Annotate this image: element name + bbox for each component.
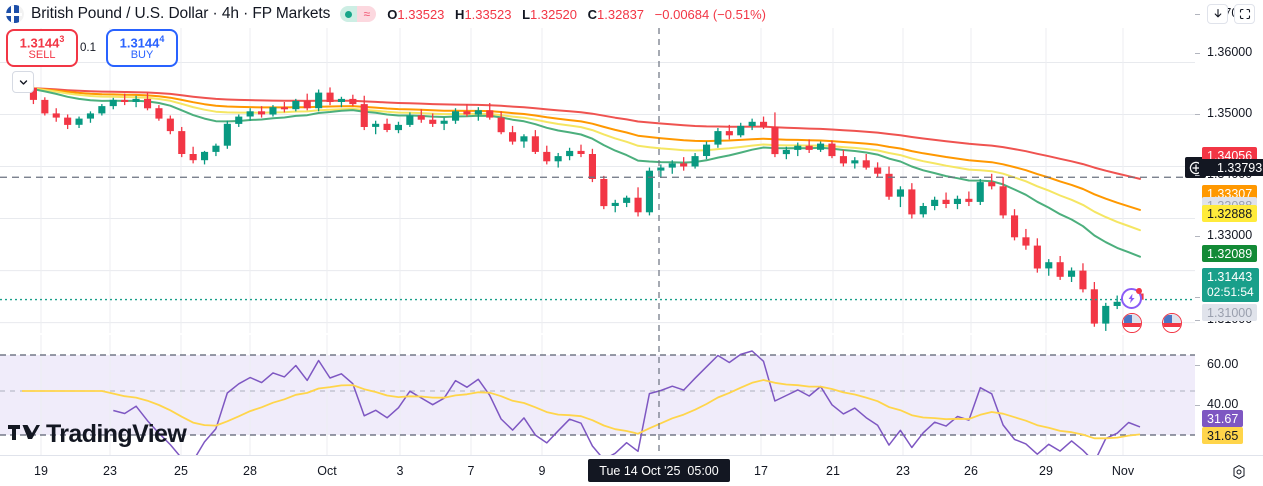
sell-label: SELL [28, 48, 56, 61]
rsi-tick-mark [1195, 405, 1200, 406]
price-tick-label: 1.36000 [1207, 45, 1253, 59]
time-tick-label: Oct [317, 464, 337, 478]
time-tick-label: 29 [1039, 464, 1053, 478]
price-tick-label: 1.35000 [1207, 106, 1253, 120]
ohlc-change-value: −0.00684 (−0.51%) [654, 6, 766, 22]
sell-button[interactable]: 1.31443 SELL [6, 29, 78, 67]
ohlc-close-label: C [587, 6, 598, 22]
crosshair-date: Tue 14 Oct '25 [599, 463, 681, 478]
crosshair-time: 05:00 [687, 463, 719, 478]
ohlc-open-value: 1.33523 [397, 6, 445, 22]
ohlc-low-label: L [522, 6, 531, 22]
buy-price-sup: 4 [159, 33, 165, 44]
header-actions [1207, 4, 1255, 24]
time-tick-label: Nov [1111, 464, 1135, 478]
crosshair-time-label: Tue 14 Oct '25 05:00 [588, 459, 730, 482]
time-tick-label: 28 [243, 464, 257, 478]
fullscreen-icon[interactable] [1234, 4, 1255, 24]
time-tick-label: 3 [396, 464, 404, 478]
ema-yellow-price-tag[interactable]: 1.32888 [1202, 205, 1258, 222]
time-tick-label: 17 [754, 464, 768, 478]
time-tick-label: 23 [896, 464, 910, 478]
rsi-indicator-pane[interactable] [0, 335, 1195, 455]
last-price-tag-value: 1.31443 [1207, 269, 1253, 284]
rsi-tick-mark [1195, 365, 1200, 366]
crosshair-price-tag[interactable]: 1.33793 [1199, 159, 1263, 176]
buy-price-main: 1.3144 [119, 35, 160, 51]
time-tick-label: 26 [964, 464, 978, 478]
tradingview-logo-text: TradingView [46, 420, 187, 448]
time-scale[interactable]: Tue 14 Oct '25 05:00 19 23 25 28 Oct 3 7 9 17 21 2… [0, 455, 1263, 486]
countdown-label: 02:51:54 [1207, 285, 1254, 300]
price-tick-mark [1195, 236, 1200, 237]
price-chart-canvas[interactable] [0, 28, 1195, 333]
sell-price-main: 1.3144 [19, 35, 60, 51]
lightning-event-icon[interactable] [1121, 288, 1142, 309]
axis-settings-gear-icon[interactable] [1230, 463, 1248, 481]
ohlc-open-label: O [387, 6, 398, 22]
price-tick-mark [1195, 14, 1200, 15]
download-icon[interactable] [1207, 4, 1228, 24]
rsi-value-tag[interactable]: 31.67 [1202, 410, 1244, 427]
price-tick-mark [1195, 175, 1200, 176]
time-tick-label: 19 [34, 464, 48, 478]
time-tick-label: 23 [103, 464, 117, 478]
price-scale[interactable]: 1.370001.360001.350001.340001.330001.320… [1185, 0, 1263, 333]
price-chart-pane[interactable] [0, 28, 1195, 333]
chart-header: British Pound / U.S. Dollar · 4h · FP Ma… [0, 0, 1263, 28]
price-tick-label: 1.33000 [1207, 228, 1253, 242]
rsi-ma-value-tag[interactable]: 31.65 [1202, 427, 1244, 444]
price-tick-mark [1195, 297, 1200, 298]
last-price-tag[interactable]: 1.31443 02:51:54 [1202, 268, 1259, 302]
buy-level-price-tag[interactable]: 1.31000 [1202, 304, 1258, 321]
rsi-tick-label: 60.00 [1207, 357, 1239, 371]
rsi-scale[interactable]: 60.00 40.00 31.67 31.65 [1195, 335, 1263, 455]
price-tick-mark [1195, 53, 1200, 54]
price-tick-mark [1195, 320, 1200, 321]
buy-button[interactable]: 1.31444 BUY [106, 29, 178, 67]
time-tick-label: 7 [467, 464, 475, 478]
us-economic-event-flag-icon[interactable] [1162, 313, 1182, 333]
ohlc-high-label: H [455, 6, 465, 22]
rsi-chart-canvas[interactable] [0, 335, 1195, 455]
ema-green-price-tag[interactable]: 1.32089 [1202, 245, 1258, 262]
gbp-usd-flag-icon [6, 5, 24, 23]
ohlc-close-value: 1.32837 [597, 6, 645, 22]
page-title[interactable]: British Pound / U.S. Dollar · 4h · FP Ma… [31, 5, 331, 22]
price-tick-mark [1195, 114, 1200, 115]
time-tick-label: 21 [826, 464, 840, 478]
tradingview-logo-icon: TradingView [8, 420, 187, 449]
ohlc-low-value: 1.32520 [530, 6, 578, 22]
ohlc-legend: O1.33523 H1.33523 L1.32520 C1.32837 −0.0… [387, 7, 766, 22]
market-open-dot-icon [340, 6, 358, 22]
time-tick-label: 25 [174, 464, 188, 478]
buy-label: BUY [130, 48, 154, 61]
sell-price-sup: 3 [59, 33, 65, 44]
spread-value: 0.1 [80, 42, 96, 54]
market-status-pill[interactable]: ≈ [340, 6, 377, 22]
delayed-data-wave-icon: ≈ [357, 6, 377, 22]
us-economic-event-flag-icon[interactable] [1122, 313, 1142, 333]
chevron-down-icon[interactable] [12, 71, 34, 93]
rsi-tick-label: 40.00 [1207, 397, 1239, 411]
time-tick-label: 9 [538, 464, 546, 478]
ohlc-high-value: 1.33523 [464, 6, 512, 22]
